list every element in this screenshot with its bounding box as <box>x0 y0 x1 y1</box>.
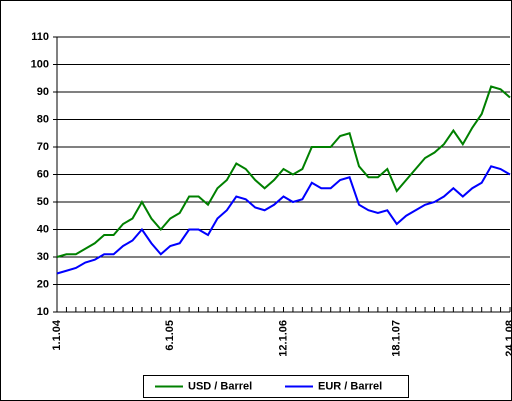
y-tick-label: 40 <box>37 223 49 235</box>
y-tick-label: 100 <box>31 58 49 70</box>
x-tick-label: 12.1.06 <box>277 320 289 357</box>
y-tick-label: 110 <box>31 31 49 43</box>
y-tick-label: 20 <box>37 278 49 290</box>
series-line <box>56 85 511 258</box>
y-tick-label: 60 <box>37 168 49 180</box>
series-line <box>56 165 511 275</box>
y-tick-label: 10 <box>37 306 49 318</box>
y-tick-label: 70 <box>37 141 49 153</box>
legend-label: EUR / Barrel <box>318 380 382 392</box>
y-tick-label: 50 <box>37 196 49 208</box>
x-tick-label: 18.1.07 <box>391 320 403 357</box>
y-tick-label: 30 <box>37 251 49 263</box>
y-tick-label: 90 <box>37 86 49 98</box>
x-tick-label: 6.1.05 <box>164 320 176 351</box>
y-tick-label: 80 <box>37 113 49 125</box>
x-tick-label: 24.1.08 <box>504 320 512 357</box>
legend-box <box>143 375 409 398</box>
legend-label: USD / Barrel <box>188 380 252 392</box>
x-tick-label: 1.1.04 <box>51 319 63 350</box>
